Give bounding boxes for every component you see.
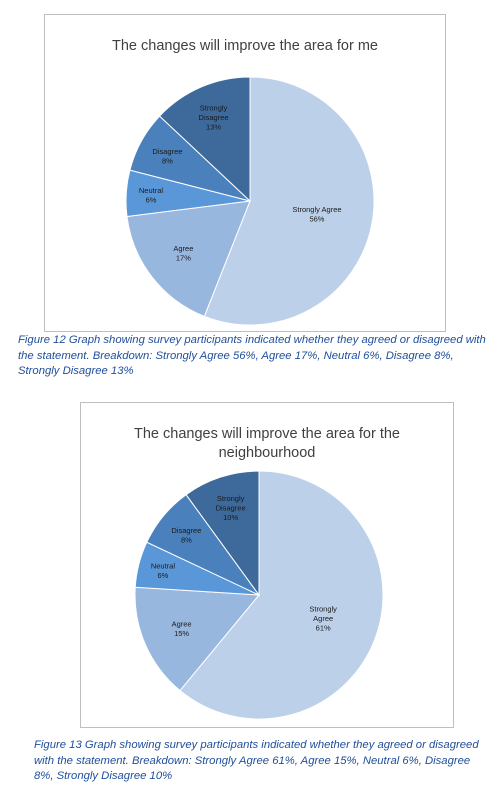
chart-2-title: The changes will improve the area for th… bbox=[134, 426, 400, 461]
chart-1-label-strongly-disagree: Strongly Disagree 13% bbox=[199, 103, 229, 131]
chart-2-label-strongly-disagree: Strongly Disagree 10% bbox=[216, 494, 246, 522]
chart-2-slice-strongly-disagree bbox=[185, 470, 260, 597]
chart-1-slice-strongly-disagree bbox=[158, 76, 251, 203]
chart-2-label-strongly-agree: Strongly Agree 61% bbox=[309, 605, 337, 633]
chart-2-slice-agree bbox=[134, 586, 261, 692]
figure-12-caption: Figure 12 Graph showing survey participa… bbox=[18, 334, 486, 377]
chart-2-label-agree: Agree 15% bbox=[172, 620, 192, 639]
figure-13-caption: Figure 13 Graph showing survey participa… bbox=[34, 739, 479, 782]
chart-1-label-neutral: Neutral 6% bbox=[139, 186, 164, 205]
chart-1-label-disagree: Disagree 8% bbox=[152, 147, 182, 166]
chart-1-slice-agree bbox=[126, 200, 251, 317]
chart-2-label-neutral: Neutral 6% bbox=[151, 562, 176, 581]
chart-2-pie: Strongly Agree 61% Agree 15% Neutral 6% Disagre… bbox=[134, 470, 384, 720]
chart-1-label-agree: Agree 17% bbox=[173, 244, 193, 263]
chart-1-title: The changes will improve the area for me bbox=[112, 38, 378, 54]
chart-2-frame: The changes will improve the area for th… bbox=[80, 402, 454, 728]
chart-1-label-strongly-agree: Strongly Agree 56% bbox=[292, 205, 341, 224]
chart-2-slice-strongly-agree bbox=[179, 470, 384, 720]
chart-1-slice-strongly-agree bbox=[203, 76, 375, 326]
chart-2-label-disagree: Disagree 8% bbox=[171, 526, 201, 545]
chart-1-frame: The changes will improve the area for me… bbox=[44, 14, 446, 332]
chart-1-pie: Strongly Agree 56% Agree 17% Neutral 6% Disagr… bbox=[125, 76, 375, 326]
